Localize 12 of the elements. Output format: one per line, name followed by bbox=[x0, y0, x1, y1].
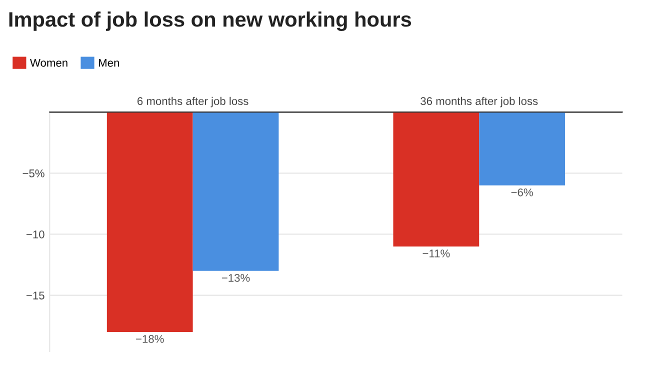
y-tick-label: −5% bbox=[22, 169, 44, 178]
data-label: −11% bbox=[422, 250, 450, 258]
legend-label: Men bbox=[98, 58, 119, 67]
x-tick-label: 36 months after job loss bbox=[420, 96, 538, 108]
data-label: −13% bbox=[222, 274, 250, 282]
chart-title: Impact of job loss on new working hours bbox=[9, 12, 412, 32]
x-tick-label: 6 months after job loss bbox=[137, 96, 248, 108]
legend-label: Women bbox=[30, 58, 68, 67]
data-label: −6% bbox=[511, 188, 533, 196]
y-tick-label: −10 bbox=[26, 230, 44, 238]
data-label: −18% bbox=[136, 335, 164, 343]
y-tick-label: −15 bbox=[26, 292, 44, 300]
